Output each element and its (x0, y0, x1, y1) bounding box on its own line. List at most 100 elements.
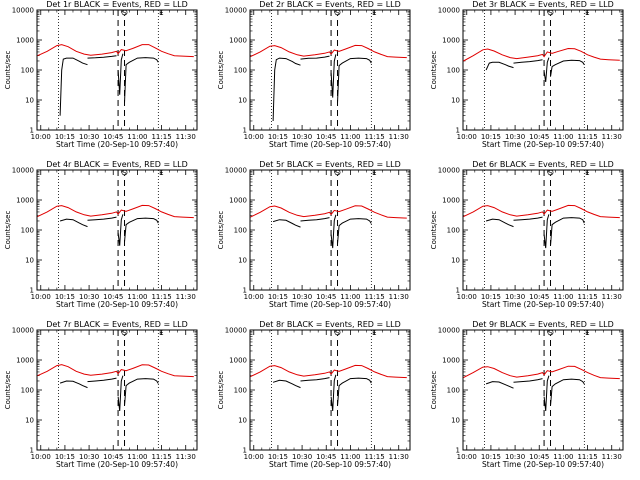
x-tick-label: 11:30 (176, 453, 196, 461)
events-series-line (59, 57, 88, 116)
plot-frame (36, 329, 198, 451)
x-axis-label: Start Time (20-Sep-10 09:57:40) (482, 460, 604, 469)
events-series-line (124, 217, 159, 242)
events-series-line (330, 214, 337, 249)
panel-title: Det 8r BLACK = Events, RED = LLD (259, 320, 401, 329)
x-axis-label: Start Time (20-Sep-10 09:57:40) (56, 460, 178, 469)
y-tick-label: 100 (234, 227, 247, 235)
panel-title: Det 9r BLACK = Events, RED = LLD (472, 320, 614, 329)
y-axis-label: Counts/sec (430, 211, 438, 250)
detector-panel-8: Det 8r BLACK = Events, RED = LLD 1 10 100 10… (217, 320, 411, 469)
y-tick-label: 100 (447, 67, 460, 75)
x-tick-label: 11:00 (127, 453, 147, 461)
x-axis-label: Start Time (20-Sep-10 09:57:40) (269, 300, 391, 309)
events-series-line (272, 57, 301, 122)
x-tick-label: 10:30 (79, 133, 99, 141)
end-marker-label: E (159, 329, 163, 337)
x-axis-label: Start Time (20-Sep-10 09:57:40) (482, 300, 604, 309)
y-tick-label: 1 (243, 447, 247, 455)
events-series-line (59, 218, 88, 228)
x-tick-label: 11:15 (577, 133, 597, 141)
events-series-line (485, 381, 514, 389)
y-tick-label: 10 (238, 417, 247, 425)
detector-panel-4: Det 4r BLACK = Events, RED = LLD 1 10 100 10… (4, 160, 198, 309)
y-tick-label: 1000 (16, 357, 34, 365)
x-tick-label: 10:45 (316, 133, 336, 141)
x-tick-label: 10:30 (505, 133, 525, 141)
panel-title: Det 6r BLACK = Events, RED = LLD (472, 160, 614, 169)
y-tick-label: 100 (447, 387, 460, 395)
events-series-line (513, 378, 543, 383)
y-tick-label: 1 (30, 447, 34, 455)
x-tick-label: 11:00 (340, 453, 360, 461)
x-tick-label: 10:00 (457, 133, 477, 141)
lld-series-line (463, 47, 620, 62)
x-tick-label: 10:30 (292, 133, 312, 141)
x-tick-label: 10:15 (268, 293, 288, 301)
lld-series-line (37, 44, 194, 58)
x-tick-label: 10:45 (103, 133, 123, 141)
x-tick-label: 10:30 (505, 453, 525, 461)
detector-panel-3: Det 3r BLACK = Events, RED = LLD 1 10 100 10… (430, 0, 624, 149)
events-series-line (337, 377, 372, 406)
start-marker-label: S (122, 9, 127, 17)
start-marker-label: S (335, 9, 340, 17)
end-marker-label: E (159, 169, 163, 177)
start-marker-circle (334, 9, 341, 16)
plot-frame (36, 169, 198, 291)
lld-series-line (37, 364, 194, 378)
start-marker-circle (334, 329, 341, 336)
y-tick-label: 1 (30, 127, 34, 135)
x-tick-label: 10:45 (529, 293, 549, 301)
y-tick-label: 10000 (225, 327, 247, 335)
x-tick-label: 11:30 (602, 133, 622, 141)
start-marker-circle (547, 169, 554, 176)
y-tick-label: 10000 (12, 327, 34, 335)
y-axis-label: Counts/sec (4, 371, 12, 410)
panel-title: Det 4r BLACK = Events, RED = LLD (46, 160, 188, 169)
x-tick-label: 10:15 (481, 453, 501, 461)
events-series-line (550, 217, 585, 246)
x-tick-label: 11:00 (553, 293, 573, 301)
start-marker-label: S (122, 169, 127, 177)
start-marker-circle (121, 169, 128, 176)
events-series-line (117, 375, 124, 412)
x-tick-label: 11:30 (602, 293, 622, 301)
y-tick-label: 10000 (225, 7, 247, 15)
x-tick-label: 10:45 (316, 453, 336, 461)
y-tick-label: 100 (234, 387, 247, 395)
detector-panel-9: Det 9r BLACK = Events, RED = LLD 1 10 100 10… (430, 320, 624, 469)
start-marker-circle (547, 329, 554, 336)
lld-series-line (250, 44, 407, 59)
x-tick-label: 11:15 (364, 453, 384, 461)
x-tick-label: 11:00 (553, 133, 573, 141)
events-series-line (543, 375, 550, 412)
events-series-line (124, 378, 159, 406)
y-tick-label: 10000 (438, 327, 460, 335)
lld-series-line (250, 364, 407, 379)
plot-frame (249, 169, 411, 291)
events-series-line (550, 59, 585, 77)
events-series-line (543, 214, 550, 249)
x-tick-label: 10:45 (316, 293, 336, 301)
start-marker-label: S (548, 329, 553, 337)
events-series-line (513, 59, 543, 64)
y-tick-label: 10 (25, 97, 34, 105)
start-marker-label: S (122, 329, 127, 337)
y-tick-label: 10 (238, 97, 247, 105)
events-series-line (337, 218, 372, 244)
y-axis-label: Counts/sec (217, 371, 225, 410)
events-series-line (485, 61, 514, 71)
start-marker-circle (334, 169, 341, 176)
end-marker-label: E (372, 9, 376, 17)
panel-title: Det 3r BLACK = Events, RED = LLD (472, 0, 614, 9)
y-axis-label: Counts/sec (430, 371, 438, 410)
y-tick-label: 10 (451, 97, 460, 105)
start-marker-circle (547, 9, 554, 16)
x-axis-label: Start Time (20-Sep-10 09:57:40) (56, 300, 178, 309)
x-tick-label: 10:00 (457, 293, 477, 301)
end-marker-label: E (372, 169, 376, 177)
events-series-line (124, 57, 159, 103)
y-axis-label: Counts/sec (4, 211, 12, 250)
